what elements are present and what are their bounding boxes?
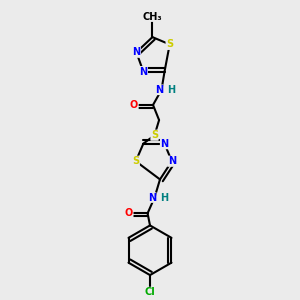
Text: N: N (155, 85, 163, 95)
Text: S: S (151, 130, 158, 140)
Text: Cl: Cl (145, 287, 155, 297)
Text: H: H (167, 85, 175, 95)
Text: H: H (160, 193, 168, 202)
Text: N: N (160, 139, 169, 149)
Text: N: N (139, 67, 147, 76)
Text: S: S (132, 156, 139, 166)
Text: O: O (125, 208, 133, 218)
Text: N: N (168, 156, 176, 166)
Text: O: O (130, 100, 138, 110)
Text: N: N (148, 193, 156, 202)
Text: CH₃: CH₃ (142, 11, 162, 22)
Text: S: S (166, 39, 173, 50)
Text: N: N (132, 47, 140, 57)
